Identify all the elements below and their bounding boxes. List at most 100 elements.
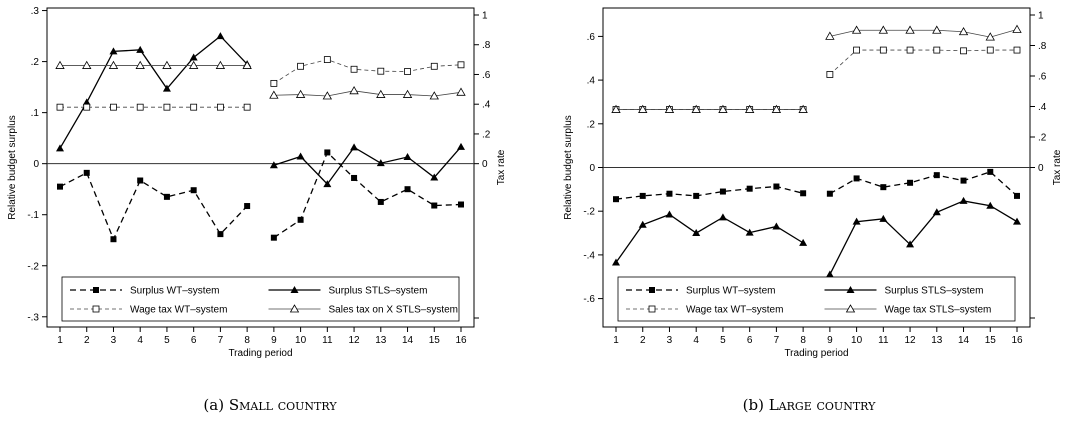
data-point (719, 213, 727, 220)
legend-label: Sales tax on X STLS–system (329, 305, 459, 316)
data-point (907, 180, 913, 186)
data-point (458, 62, 464, 68)
data-point (720, 189, 726, 195)
x-tick-label: 9 (271, 335, 277, 346)
x-axis-title: Trading period (228, 348, 292, 359)
data-point (404, 91, 412, 98)
x-tick-label: 11 (878, 335, 889, 346)
data-point (649, 287, 655, 293)
data-point (800, 190, 806, 196)
x-tick-label: 4 (137, 335, 143, 346)
data-point (216, 32, 224, 39)
data-point (692, 229, 700, 236)
data-point (164, 194, 170, 200)
data-point (613, 196, 619, 202)
data-point (271, 235, 277, 241)
data-point (879, 215, 887, 222)
legend-label: Surplus STLS–system (885, 286, 984, 297)
y-tick-label: .1 (31, 108, 40, 119)
data-point (987, 47, 993, 53)
series-line (60, 173, 247, 239)
y-tick-label: .3 (31, 6, 40, 17)
data-point (405, 186, 411, 192)
data-point (137, 178, 143, 184)
data-point (640, 193, 646, 199)
data-point (378, 199, 384, 205)
x-tick-label: 2 (640, 335, 646, 346)
x-tick-label: 10 (851, 335, 863, 346)
y-tick-label: .4 (587, 76, 596, 87)
x-tick-label: 6 (191, 335, 197, 346)
data-point (934, 47, 940, 53)
data-point (110, 236, 116, 242)
x-tick-label: 5 (720, 335, 726, 346)
data-point (879, 26, 887, 33)
y2-tick-label: 0 (1038, 163, 1044, 174)
data-point (431, 63, 437, 69)
y-tick-label: .2 (587, 119, 596, 130)
data-point (772, 222, 780, 229)
series-line (274, 152, 461, 237)
data-point (84, 104, 90, 110)
data-point (906, 26, 914, 33)
series-line (60, 36, 247, 148)
caption-text: Large country (769, 396, 876, 414)
data-point (853, 26, 861, 33)
data-point (1014, 193, 1020, 199)
y2-axis-title: Tax rate (1052, 149, 1063, 185)
y2-tick-label: .6 (1038, 72, 1047, 83)
x-tick-label: 12 (349, 335, 361, 346)
x-tick-label: 12 (905, 335, 917, 346)
data-point (405, 68, 411, 74)
data-point (298, 217, 304, 223)
data-point (907, 47, 913, 53)
data-point (649, 306, 655, 312)
data-point (270, 91, 278, 98)
series-4 (612, 25, 1021, 112)
data-point (164, 104, 170, 110)
data-point (298, 63, 304, 69)
data-point (827, 71, 833, 77)
legend-label: Surplus WT–system (130, 286, 219, 297)
data-point (244, 104, 250, 110)
data-point (217, 104, 223, 110)
data-point (1013, 25, 1021, 32)
data-point (457, 88, 465, 95)
data-point (297, 91, 305, 98)
caption-text: Small country (229, 396, 337, 414)
data-point (826, 271, 834, 278)
x-tick-label: 7 (774, 335, 780, 346)
data-point (404, 153, 412, 160)
x-tick-label: 1 (57, 335, 63, 346)
data-point (351, 175, 357, 181)
y-tick-label: -.1 (27, 210, 39, 221)
data-point (110, 104, 116, 110)
data-point (431, 203, 437, 209)
data-point (961, 48, 967, 54)
data-point (458, 202, 464, 208)
data-point (1013, 218, 1021, 225)
y-axis-title: Relative budget surplus (563, 115, 574, 220)
data-point (827, 191, 833, 197)
data-point (244, 203, 250, 209)
data-point (350, 87, 358, 94)
y-axis-title: Relative budget surplus (7, 115, 18, 220)
y2-tick-label: 1 (1038, 11, 1044, 22)
y-tick-label: -.6 (583, 294, 595, 305)
y2-tick-label: .2 (1038, 133, 1047, 144)
x-tick-label: 14 (402, 335, 414, 346)
data-point (163, 62, 171, 69)
data-point (56, 62, 64, 69)
y-tick-label: 0 (589, 163, 595, 174)
y2-tick-label: .4 (1038, 102, 1047, 113)
data-point (351, 66, 357, 72)
x-tick-label: 16 (1011, 335, 1023, 346)
data-point (93, 306, 99, 312)
panel-large-country: -.6-.4-.20.2.4.60.2.4.6.811 2 3 4 5 6 7 8 9 10 11 1… (563, 8, 1063, 359)
data-point (56, 144, 64, 151)
data-point (666, 191, 672, 197)
data-point (137, 104, 143, 110)
x-tick-label: 15 (429, 335, 441, 346)
data-point (854, 47, 860, 53)
caption-label: (a) (203, 396, 224, 414)
